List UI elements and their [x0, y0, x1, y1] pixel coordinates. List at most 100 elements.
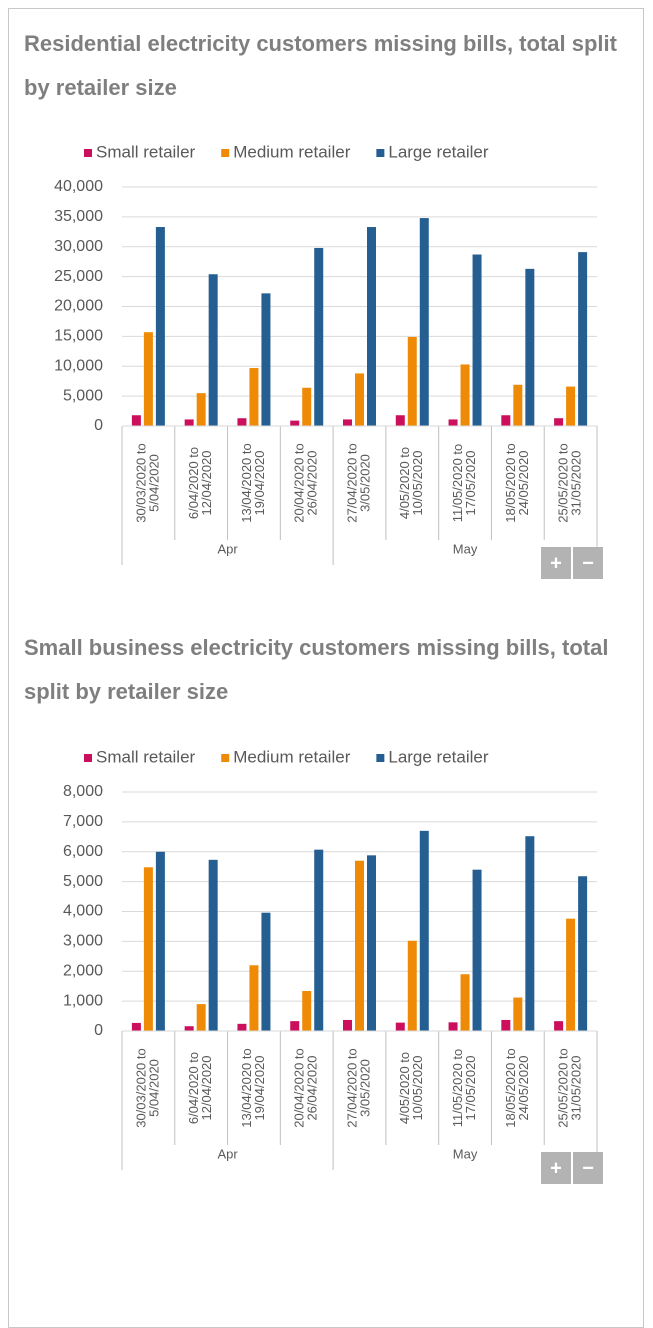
button-bg: [541, 1152, 571, 1184]
bar: [407, 336, 417, 426]
bar: [184, 419, 194, 426]
x-tick-label: 4/05/2020 to: [397, 447, 412, 519]
bar: [472, 869, 482, 1031]
x-tick-label: 20/04/2020 to: [292, 443, 307, 523]
y-tick-label: 15,000: [54, 328, 103, 345]
bar: [566, 386, 576, 426]
bar: [143, 332, 153, 426]
bar: [355, 373, 364, 426]
x-tick-label: 31/05/2020: [569, 1055, 584, 1120]
bar: [302, 387, 312, 426]
y-tick-label: 35,000: [54, 208, 103, 225]
bar: [314, 849, 324, 1031]
bar: [184, 1026, 194, 1031]
y-tick-label: 2,000: [63, 962, 103, 979]
bar: [554, 1021, 564, 1031]
legend-swatch: [221, 149, 230, 157]
bar: [155, 227, 165, 426]
y-tick-label: 3,000: [63, 933, 103, 950]
bar: [525, 836, 535, 1031]
bar: [196, 1004, 206, 1031]
bar: [554, 418, 564, 426]
legend-label: Small retailer: [96, 142, 196, 161]
bar: [513, 384, 523, 426]
bar: [237, 1023, 247, 1031]
chart: 0 1,000 2,000 3,000 4,000 5,000 6,000 7,000 8,00…: [63, 747, 603, 1184]
x-tick-label: 3/05/2020: [357, 454, 372, 512]
x-tick-label: 19/04/2020: [252, 1055, 267, 1120]
y-tick-label: 8,000: [63, 783, 103, 800]
bar: [472, 254, 482, 426]
zoom-button[interactable]: +: [541, 1152, 571, 1184]
button-label: −: [582, 552, 594, 574]
bar: [343, 419, 352, 426]
zoom-button[interactable]: −: [573, 1152, 603, 1184]
x-tick-label: 24/05/2020: [516, 450, 531, 515]
bar: [448, 1022, 458, 1031]
x-tick-label: 6/04/2020 to: [186, 1052, 201, 1124]
bar: [290, 1021, 300, 1031]
bar: [578, 876, 588, 1031]
bar: [578, 252, 588, 426]
y-tick-label: 5,000: [63, 873, 103, 890]
legend-swatch: [376, 754, 385, 762]
bar: [395, 1022, 405, 1031]
bar: [343, 1019, 352, 1031]
legend-swatch: [84, 149, 92, 157]
x-tick-label: 11/05/2020 to: [450, 1049, 465, 1128]
zoom-button[interactable]: +: [541, 547, 571, 579]
bar: [460, 364, 470, 426]
bar: [196, 393, 206, 426]
bar: [261, 293, 271, 426]
bar: [407, 940, 417, 1031]
bar: [525, 268, 535, 426]
bar: [355, 860, 364, 1031]
legend-label: Medium retailer: [233, 142, 350, 161]
x-tick-label: 18/05/2020 to: [503, 1048, 518, 1128]
legend-swatch: [84, 754, 92, 762]
bar: [261, 912, 271, 1031]
x-tick-label: 12/04/2020: [199, 1055, 214, 1120]
chart: 0 5,000 10,000 15,000 20,000 25,000 30,000 35,0…: [54, 142, 603, 579]
x-tick-label: 4/05/2020 to: [397, 1052, 412, 1124]
x-tick-label: 31/05/2020: [569, 450, 584, 515]
bar: [237, 418, 247, 426]
bar: [208, 859, 218, 1031]
group-label: May: [453, 1146, 478, 1161]
button-bg: [573, 547, 603, 579]
y-tick-label: 10,000: [54, 357, 103, 374]
bar: [249, 965, 259, 1031]
group-label: May: [453, 541, 478, 556]
y-tick-label: 0: [94, 1022, 103, 1039]
group-label: Apr: [217, 1146, 238, 1161]
button-bg: [541, 547, 571, 579]
button-label: +: [550, 552, 562, 574]
bar: [448, 419, 458, 426]
y-tick-label: 1,000: [63, 992, 103, 1009]
x-tick-label: 13/04/2020 to: [239, 443, 254, 523]
x-tick-label: 25/05/2020 to: [556, 1048, 571, 1128]
x-tick-label: 26/04/2020: [305, 1055, 320, 1120]
x-tick-label: 27/04/2020 to: [344, 443, 359, 523]
button-label: +: [550, 1157, 562, 1179]
bar: [302, 990, 312, 1031]
x-tick-label: 30/03/2020 to: [133, 443, 148, 523]
legend-label: Large retailer: [388, 747, 489, 766]
y-tick-label: 30,000: [54, 238, 103, 255]
bar: [143, 867, 153, 1031]
x-tick-label: 25/05/2020 to: [556, 443, 571, 523]
zoom-button[interactable]: −: [573, 547, 603, 579]
button-bg: [573, 1152, 603, 1184]
x-tick-label: 5/04/2020: [146, 1059, 161, 1117]
legend-label: Medium retailer: [233, 747, 350, 766]
x-tick-label: 27/04/2020 to: [344, 1048, 359, 1128]
bar: [460, 974, 470, 1031]
y-tick-label: 20,000: [54, 298, 103, 315]
x-tick-label: 17/05/2020: [463, 1055, 478, 1120]
bar: [367, 227, 376, 426]
bar: [131, 415, 141, 426]
y-tick-label: 40,000: [54, 178, 103, 195]
bar: [249, 368, 259, 426]
chart-title: Small business electricity customers mis…: [24, 635, 609, 704]
